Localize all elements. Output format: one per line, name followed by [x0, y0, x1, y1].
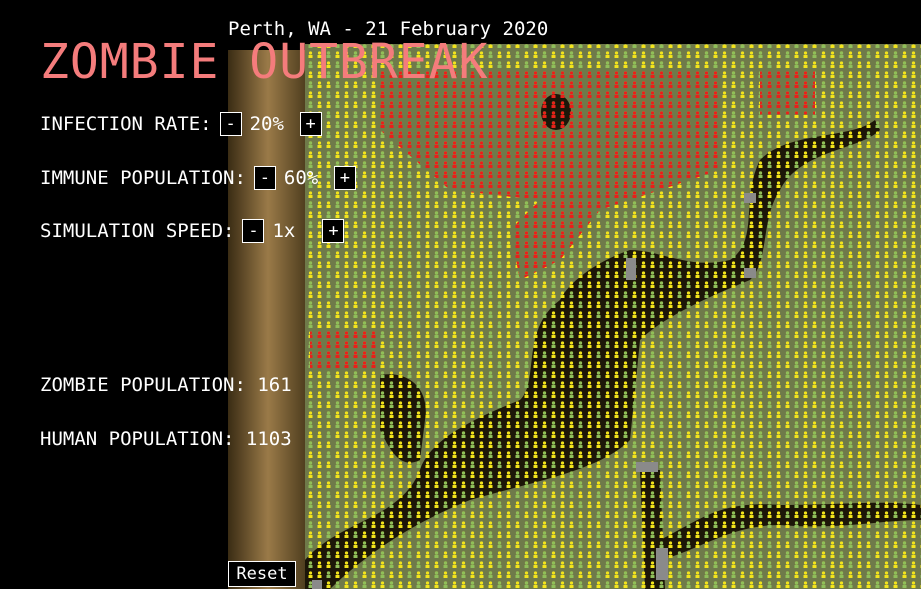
control-value: 1x — [272, 220, 314, 242]
human-stat: HUMAN POPULATION: 1103 — [40, 428, 292, 450]
control-value: 60% — [284, 167, 326, 189]
decrease-button[interactable]: - — [242, 219, 264, 243]
control-label: INFECTION RATE: — [40, 113, 212, 135]
control-row: IMMUNE POPULATION: - 60% + — [40, 166, 364, 190]
reset-button[interactable]: Reset — [228, 561, 296, 587]
control-value: 20% — [250, 113, 292, 135]
control-label: IMMUNE POPULATION: — [40, 167, 246, 189]
control-label: SIMULATION SPEED: — [40, 220, 234, 242]
page: Perth, WA - 21 February 2020 ZOMBIE OUTB… — [0, 0, 921, 589]
decrease-button[interactable]: - — [220, 112, 242, 136]
control-row: SIMULATION SPEED: - 1x + — [40, 219, 352, 243]
stat-label: HUMAN POPULATION: — [40, 428, 234, 450]
increase-button[interactable]: + — [334, 166, 356, 190]
increase-button[interactable]: + — [322, 219, 344, 243]
decrease-button[interactable]: - — [254, 166, 276, 190]
stat-label: ZOMBIE POPULATION: — [40, 374, 246, 396]
increase-button[interactable]: + — [300, 112, 322, 136]
stat-value: 161 — [257, 374, 291, 396]
game-title: ZOMBIE OUTBREAK — [40, 34, 488, 90]
zombie-stat: ZOMBIE POPULATION: 161 — [40, 374, 292, 396]
stat-value: 1103 — [246, 428, 292, 450]
control-row: INFECTION RATE: - 20% + — [40, 112, 330, 136]
